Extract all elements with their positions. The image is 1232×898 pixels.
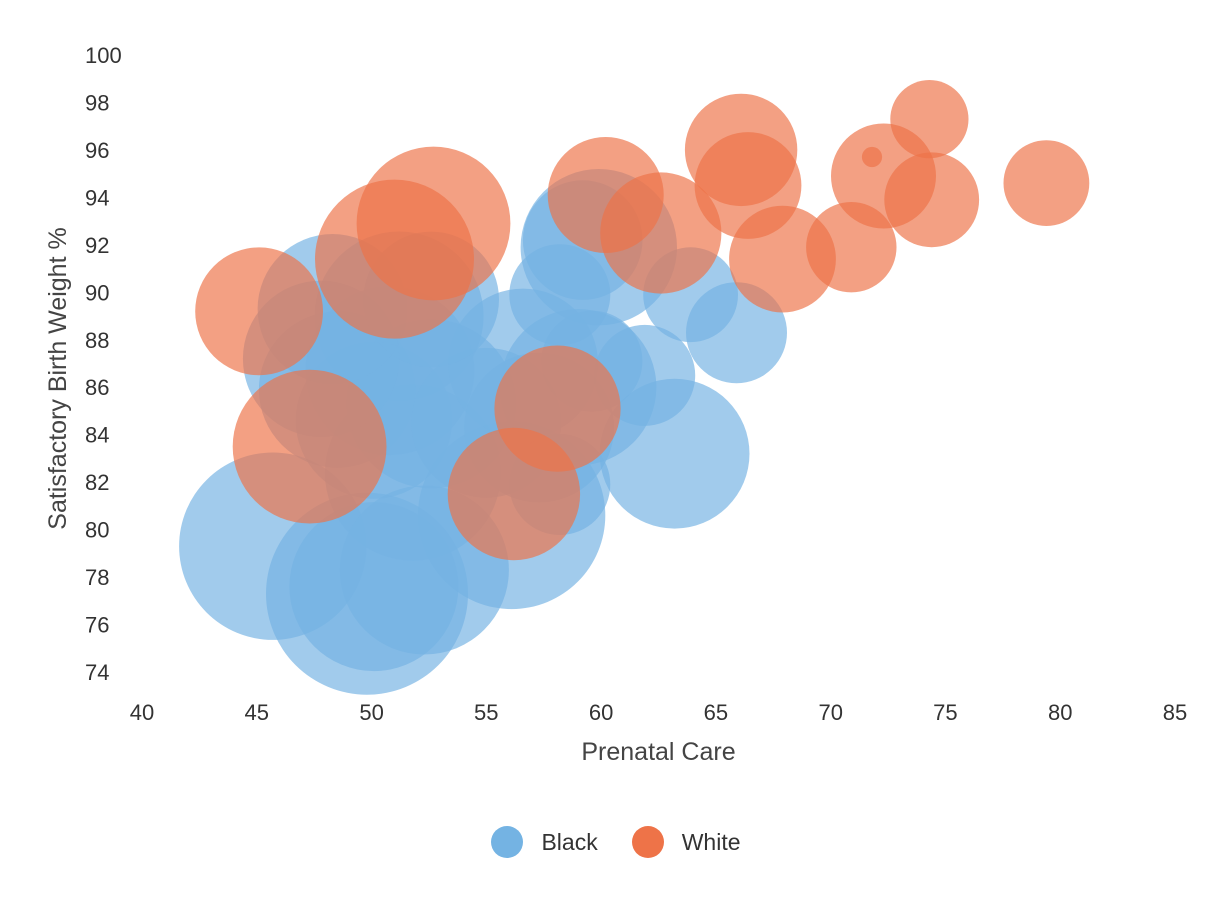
x-tick-label: 60 [589,700,613,725]
y-axis-title: Satisfactory Birth Weight % [44,227,72,529]
x-tick-label: 50 [359,700,383,725]
x-tick-label: 40 [130,700,154,725]
bubble-white-4[interactable] [195,247,323,376]
y-tick-label: 98 [85,91,109,116]
y-tick-label: 82 [85,470,109,495]
y-tick-label: 74 [85,660,109,685]
legend-label-black: Black [541,828,598,855]
y-tick-label: 76 [85,613,109,638]
x-axis-title: Prenatal Care [581,738,735,766]
x-tick-label: 70 [818,700,842,725]
x-tick-label: 65 [704,700,728,725]
x-tick-label: 80 [1048,700,1072,725]
bubble-white-1[interactable] [232,369,387,524]
y-tick-label: 78 [85,565,109,590]
bubbles-layer [179,80,1090,695]
x-tick-label: 45 [245,700,269,725]
bubble-white-15[interactable] [890,80,969,159]
y-tick-label: 100 [85,43,122,68]
legend-swatch-black [491,826,524,858]
bubble-white-2[interactable] [356,146,511,301]
legend-swatch-white [631,826,664,858]
y-tick-label: 80 [85,518,109,543]
x-tick-label: 85 [1163,700,1187,725]
y-tick-label: 86 [85,375,109,400]
x-tick-label: 55 [474,700,498,725]
bubble-white-5[interactable] [494,345,621,472]
y-tick-label: 92 [85,233,109,258]
bubble-white-7[interactable] [547,137,664,253]
bubble-white-13[interactable] [806,202,897,293]
x-tick-label: 75 [933,700,957,725]
legend: Black White [0,826,1232,858]
bubble-white-12[interactable] [884,152,980,248]
legend-item-white[interactable]: White [631,826,741,858]
y-tick-label: 90 [85,280,109,305]
y-axis-ticks: 74 76 78 80 82 84 86 88 90 92 94 96 98 100 [85,43,122,685]
x-axis-ticks: 40 45 50 55 60 65 70 75 80 85 [130,700,1187,725]
bubble-black-23[interactable] [509,244,611,346]
legend-item-black[interactable]: Black [491,826,598,858]
bubble-white-14[interactable] [1003,140,1090,227]
y-tick-label: 94 [85,185,109,210]
y-tick-label: 96 [85,138,109,163]
legend-label-white: White [681,828,741,855]
y-tick-label: 88 [85,328,109,353]
bubble-white-16[interactable] [861,146,883,168]
y-tick-label: 84 [85,423,109,448]
